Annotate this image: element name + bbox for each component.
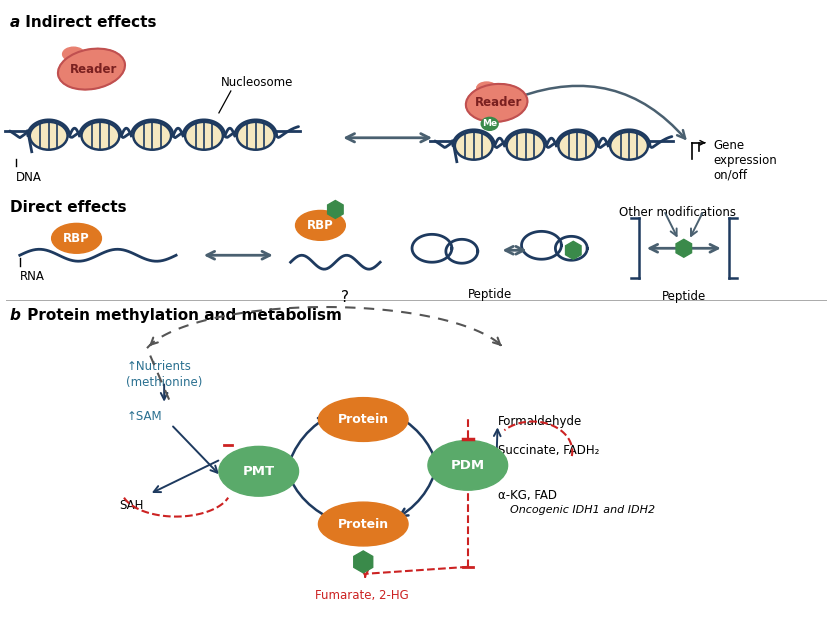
- Text: Peptide: Peptide: [661, 290, 706, 303]
- Text: Succinate, FADH₂: Succinate, FADH₂: [497, 444, 599, 457]
- Text: Direct effects: Direct effects: [10, 200, 126, 215]
- Text: Indirect effects: Indirect effects: [20, 16, 156, 30]
- Text: Gene
expression
on/off: Gene expression on/off: [714, 139, 777, 182]
- Ellipse shape: [296, 210, 345, 240]
- Text: Peptide: Peptide: [467, 288, 512, 301]
- Ellipse shape: [455, 132, 492, 160]
- Ellipse shape: [507, 132, 544, 160]
- Text: PDM: PDM: [451, 459, 485, 472]
- Ellipse shape: [319, 502, 408, 546]
- Text: ?: ?: [341, 290, 349, 305]
- Polygon shape: [328, 200, 343, 218]
- Text: Nucleosome: Nucleosome: [221, 76, 293, 89]
- Text: α-KG, FAD: α-KG, FAD: [497, 489, 557, 502]
- Text: PMT: PMT: [242, 465, 275, 478]
- Text: Reader: Reader: [475, 96, 522, 109]
- Text: a: a: [10, 16, 20, 30]
- Ellipse shape: [81, 122, 120, 150]
- Ellipse shape: [185, 122, 223, 150]
- Ellipse shape: [63, 47, 84, 61]
- Polygon shape: [354, 551, 373, 573]
- Text: Other modifications: Other modifications: [619, 207, 736, 220]
- Text: Me: Me: [482, 119, 497, 128]
- Text: b: b: [10, 308, 21, 323]
- Text: Reader: Reader: [69, 63, 117, 76]
- Ellipse shape: [477, 82, 497, 94]
- Polygon shape: [565, 241, 581, 259]
- Text: Formaldehyde: Formaldehyde: [497, 414, 582, 427]
- Ellipse shape: [219, 447, 298, 496]
- Text: RNA: RNA: [20, 270, 44, 283]
- Text: Protein: Protein: [338, 413, 389, 426]
- Text: Protein methylation and metabolism: Protein methylation and metabolism: [22, 308, 342, 323]
- Ellipse shape: [58, 49, 125, 90]
- Text: RBP: RBP: [307, 219, 334, 232]
- Text: RBP: RBP: [64, 232, 90, 245]
- Ellipse shape: [610, 132, 648, 160]
- Text: ↑Nutrients
(methionine): ↑Nutrients (methionine): [126, 360, 202, 389]
- Ellipse shape: [30, 122, 68, 150]
- Ellipse shape: [133, 122, 171, 150]
- Ellipse shape: [52, 223, 101, 253]
- Polygon shape: [676, 239, 691, 258]
- Ellipse shape: [237, 122, 275, 150]
- Ellipse shape: [319, 397, 408, 442]
- Text: Protein: Protein: [338, 518, 389, 531]
- Ellipse shape: [428, 440, 507, 490]
- Ellipse shape: [482, 118, 498, 131]
- Text: Fumarate, 2-HG: Fumarate, 2-HG: [315, 589, 409, 601]
- Text: ↑SAM: ↑SAM: [126, 409, 162, 422]
- Text: DNA: DNA: [16, 170, 42, 183]
- Ellipse shape: [466, 84, 528, 122]
- Ellipse shape: [558, 132, 596, 160]
- Text: SAH: SAH: [120, 499, 144, 512]
- Text: Oncogenic IDH1 and IDH2: Oncogenic IDH1 and IDH2: [510, 505, 655, 515]
